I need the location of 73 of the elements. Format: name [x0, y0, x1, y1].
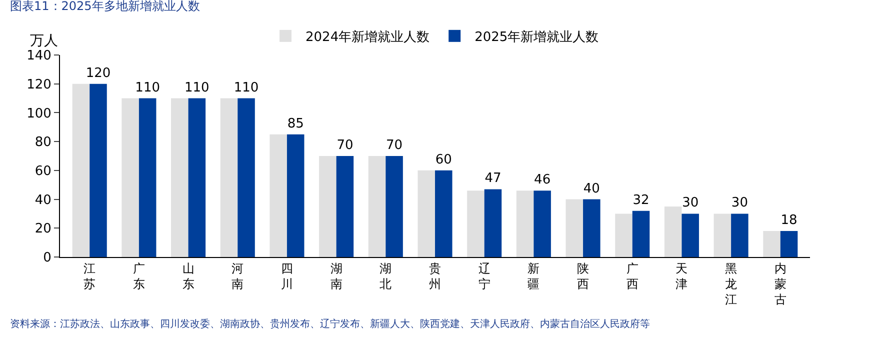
x-tick-label: 湖北 [380, 261, 392, 291]
x-tick-label: 天津 [676, 261, 688, 291]
bar [171, 98, 188, 257]
data-label: 60 [435, 152, 452, 168]
bar [682, 214, 699, 257]
data-label: 70 [336, 138, 354, 153]
bar [615, 214, 632, 257]
x-tick-label: 陕西 [577, 261, 590, 291]
data-label: 47 [484, 171, 502, 186]
x-tick-label: 新疆 [528, 261, 540, 291]
y-tick-label: 120 [26, 77, 52, 92]
bar [516, 190, 534, 257]
bar [90, 84, 107, 257]
x-tick-label: 湖南 [330, 261, 342, 291]
x-tick-label: 广东 [132, 261, 145, 291]
bar [467, 190, 484, 257]
data-label: 120 [86, 66, 111, 81]
y-tick-label: 40 [34, 192, 52, 208]
data-label: 30 [682, 196, 699, 211]
y-tick-label: 100 [26, 106, 52, 122]
bar [534, 190, 551, 257]
bar [763, 231, 780, 257]
x-tick-label: 四川 [280, 261, 293, 291]
bar [220, 98, 238, 257]
legend-label: 2024年新增就业人数 [306, 30, 430, 45]
text: 资料来源：江苏政法、山东政事、四川发改委、湖南政协、贵州发布、辽宁发布、新疆人大、陕西党建、天津人民政府、内蒙古自治区人民政府等 [10, 318, 650, 330]
data-label: 70 [386, 138, 403, 153]
y-tick-label: 80 [34, 135, 52, 150]
bar [780, 231, 798, 257]
data-label: 30 [731, 196, 748, 211]
y-axis-title: 万人 [30, 33, 58, 49]
bar [583, 199, 600, 257]
y-tick-label: 20 [34, 222, 52, 237]
bar [238, 98, 255, 257]
data-label: 110 [135, 80, 160, 96]
x-tick-label: 内蒙古 [774, 261, 786, 307]
data-label: 85 [287, 116, 304, 132]
data-label: 32 [632, 192, 650, 208]
x-tick-label: 贵州 [429, 261, 441, 291]
bar [664, 206, 682, 257]
x-tick-label: 河南 [232, 261, 244, 291]
bar [72, 84, 90, 257]
bar [138, 98, 156, 257]
bar [368, 156, 386, 257]
bar [122, 98, 139, 257]
bar [484, 189, 502, 257]
y-tick-label: 0 [43, 250, 52, 266]
data-label: 18 [780, 213, 798, 228]
legend-label: 2025年新增就业人数 [474, 30, 599, 45]
bar [566, 199, 584, 257]
data-label: 110 [234, 80, 259, 96]
bar [435, 170, 452, 257]
bar [714, 214, 732, 257]
bar [386, 156, 403, 257]
bar [319, 156, 336, 257]
x-tick-label: 辽宁 [478, 261, 490, 291]
bar [270, 134, 287, 257]
data-label: 46 [534, 172, 551, 188]
y-tick-label: 140 [26, 48, 52, 64]
data-label: 110 [184, 80, 210, 96]
bar [632, 210, 650, 257]
chart-title: 图表11：2025年多地新增就业人数 [10, 0, 200, 13]
y-tick-label: 60 [34, 164, 52, 179]
x-tick-label: 江苏 [84, 261, 96, 291]
x-tick-label: 广西 [626, 261, 638, 291]
bar [188, 98, 206, 257]
bar [418, 170, 435, 257]
x-tick-label: 黑龙江 [725, 261, 738, 307]
bar [286, 134, 304, 257]
bar [731, 214, 748, 257]
bar [336, 156, 354, 257]
x-tick-label: 山东 [182, 261, 194, 291]
data-label: 40 [583, 181, 600, 196]
